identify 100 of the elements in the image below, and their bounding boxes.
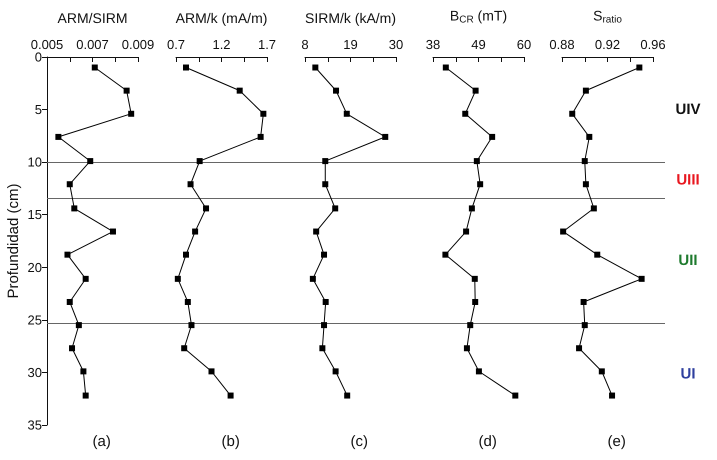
point [260,110,266,117]
x-tick-label: 0.005 [30,37,64,52]
y-tick-label: 30 [28,364,42,380]
x-tick-label: 0.7 [166,37,185,52]
x-tick-label: 0.96 [640,37,666,52]
point [92,64,98,71]
text: UII [678,252,698,269]
point [236,88,242,94]
point [182,252,189,258]
point [462,110,469,117]
y-axis-title: Profundidad (cm) [5,183,22,299]
y-tick-label: 25 [28,312,42,328]
point [187,181,194,188]
point [343,110,350,117]
point [87,158,94,164]
point [188,322,194,328]
point [312,228,319,235]
x-axis-title: ARM/SIRM [58,10,128,26]
text: (d) [478,433,498,450]
point [66,181,73,188]
point [582,158,588,164]
point [512,392,519,399]
point [464,345,470,352]
point [66,298,73,305]
point [469,205,476,212]
point [332,88,339,94]
y-tick-label: 5 [34,102,42,118]
x-tick-label: 1.7 [258,37,276,52]
point [580,298,587,305]
point [569,110,576,117]
point [472,88,479,94]
point [638,276,645,282]
point [192,228,198,235]
text: (e) [607,433,626,450]
point [582,181,589,188]
x-axis-title: SIRM/k (kA/m) [304,10,396,26]
point [472,298,478,305]
point [582,322,588,328]
point [576,345,582,352]
point [477,181,484,188]
point [82,392,89,399]
x-tick-label: 19 [342,37,358,52]
point [476,368,482,374]
point [124,88,130,94]
x-tick-label: 38 [426,37,440,52]
x-tick-label: 0.009 [122,37,154,52]
point [69,345,76,352]
point [55,134,62,140]
point [322,181,328,188]
point [257,134,264,140]
point [320,252,327,258]
x-tick-label: 49 [472,37,486,52]
point [322,298,328,305]
point [443,64,450,71]
point [196,158,202,164]
point [598,368,605,374]
point [128,110,134,117]
point [320,322,327,328]
point [71,205,78,212]
x-tick-label: 8 [300,37,308,52]
point [184,298,191,305]
point [110,228,116,235]
point [594,252,600,258]
x-tick-label: 0.007 [76,37,109,52]
point [382,134,388,140]
x-tick-label: 1.2 [212,37,230,52]
point [332,205,338,212]
point [344,392,350,399]
point [318,345,325,352]
point [586,134,592,140]
y-tick-label: 0 [34,50,42,64]
text: (a) [92,433,111,450]
point [474,158,480,164]
x-axis-title: ARM/k (mA/m) [175,10,268,26]
x-tick-label: 30 [388,37,403,52]
x-tick-label: 0.92 [594,37,620,52]
x-tick-label: 60 [517,37,532,52]
point [208,368,214,374]
point [309,276,316,282]
point [76,322,82,328]
point [590,205,597,212]
y-tick-label: 35 [28,418,42,432]
point [489,134,496,140]
point [82,276,89,282]
y-tick-label: 10 [28,154,42,170]
point [80,368,86,374]
y-tick-label: 15 [28,207,42,222]
point [174,276,181,282]
point [467,322,474,328]
point [609,392,616,399]
point [180,345,187,352]
y-tick-label: 20 [28,260,42,275]
x-tick-label: 0.88 [549,37,575,52]
point [322,158,328,164]
point [560,228,566,235]
point [442,252,449,258]
point [227,392,234,399]
point [182,64,189,71]
point [332,368,338,374]
point [64,252,70,258]
